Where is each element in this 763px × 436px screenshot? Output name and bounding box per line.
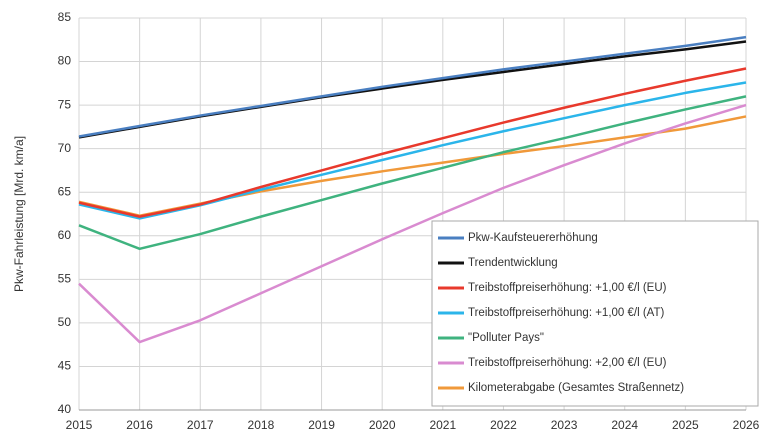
- x-tick-label: 2026: [733, 418, 760, 432]
- x-tick-label: 2015: [66, 418, 93, 432]
- x-tick-label: 2017: [187, 418, 214, 432]
- y-tick-label: 60: [58, 228, 72, 242]
- x-tick-label: 2016: [126, 418, 153, 432]
- legend: Pkw-Kaufsteuererhöhung Trendentwicklung Tr…: [431, 220, 759, 407]
- series-line: [78, 35, 747, 138]
- x-tick-label: 2018: [248, 418, 275, 432]
- legend-label: Pkw-Kaufsteuererhöhung: [468, 232, 598, 244]
- y-tick-label: 55: [58, 272, 72, 286]
- y-tick-label: 80: [58, 54, 72, 68]
- legend-label: Kilometerabgabe (Gesamtes Straßennetz): [468, 382, 684, 394]
- legend-label: "Polluter Pays": [468, 332, 544, 344]
- x-tick-label: 2020: [369, 418, 396, 432]
- y-tick-label: 65: [58, 184, 72, 198]
- legend-label: Trendentwicklung: [468, 257, 558, 269]
- y-axis-label: Pkw-Fahrleistung [Mrd. km/a]: [12, 136, 26, 292]
- x-tick-label: 2021: [429, 418, 456, 432]
- y-tick-label: 45: [58, 359, 72, 373]
- x-tick-label: 2019: [308, 418, 335, 432]
- series-line: [78, 115, 747, 217]
- y-tick-label: 75: [58, 97, 72, 111]
- legend-label: Treibstoffpreiserhöhung: +1,00 €/l (EU): [468, 282, 667, 294]
- x-tick-label: 2023: [551, 418, 578, 432]
- y-tick-label: 40: [58, 402, 72, 416]
- series-line: [78, 103, 747, 344]
- legend-label: Treibstoffpreiserhöhung: +2,00 €/l (EU): [468, 357, 667, 369]
- x-tick-label: 2025: [672, 418, 699, 432]
- legend-box: [431, 220, 759, 407]
- y-tick-label: 70: [58, 141, 72, 155]
- y-tick-label: 85: [58, 10, 72, 24]
- series-line: [78, 95, 747, 251]
- series-line: [78, 67, 747, 218]
- x-tick-label: 2024: [611, 418, 638, 432]
- series-line: [78, 81, 747, 220]
- x-tick-label: 2022: [490, 418, 517, 432]
- legend-label: Treibstoffpreiserhöhung: +1,00 €/l (AT): [468, 307, 665, 319]
- y-tick-label: 50: [58, 315, 72, 329]
